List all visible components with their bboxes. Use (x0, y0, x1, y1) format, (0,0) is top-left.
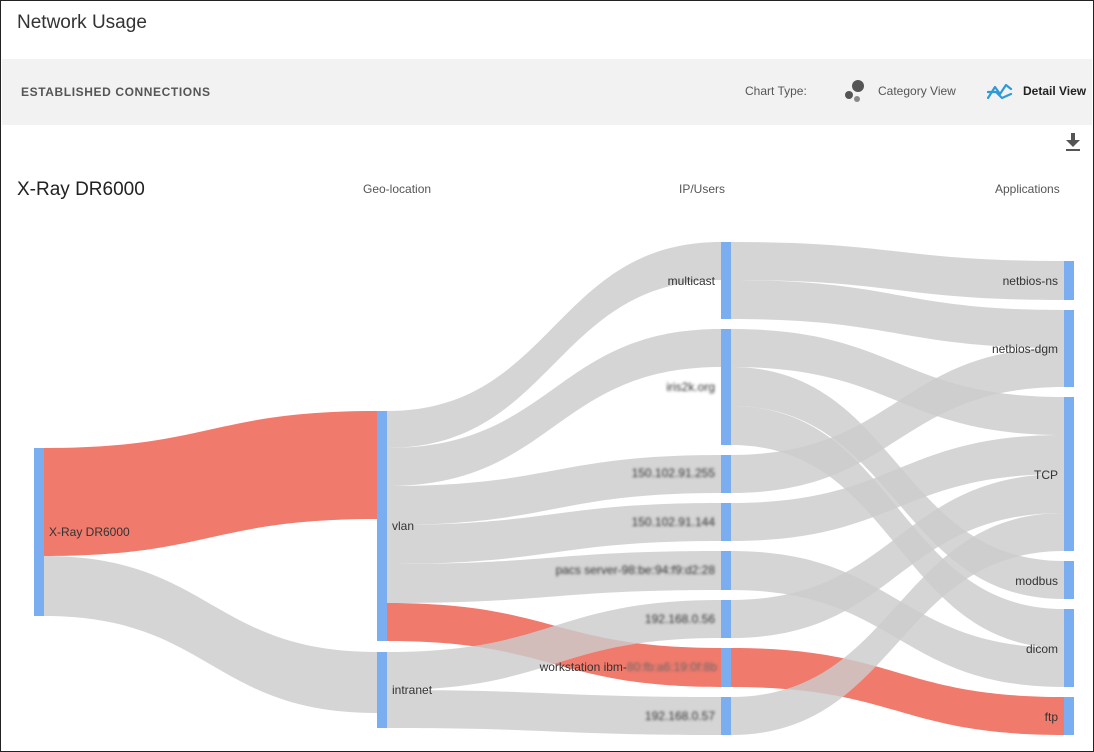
category-view-label: Category View (878, 84, 956, 98)
sankey-node-modbus[interactable] (1064, 561, 1074, 599)
sankey-label-modbus: modbus (1015, 574, 1058, 588)
sankey-link-vlan-to-ip-pacs[interactable] (387, 551, 721, 603)
bubbles-icon (845, 80, 864, 102)
sankey-nodes (34, 242, 1074, 735)
sankey-node-netbios-ns[interactable] (1064, 261, 1074, 300)
sankey-link-multicast-to-netbios-dgm[interactable] (731, 280, 1064, 348)
sankey-node-multicast[interactable] (721, 242, 731, 319)
sankey-node-ip-057[interactable] (721, 697, 731, 735)
chart-type-label: Chart Type: (745, 84, 807, 98)
sankey-node-vlan[interactable] (377, 411, 387, 641)
sankey-link-vlan-to-ip-144[interactable] (387, 503, 721, 564)
sankey-label-multicast: multicast (668, 274, 716, 288)
sankey-link-intranet-to-ip-056[interactable] (387, 600, 721, 690)
sankey-label-vlan: vlan (392, 519, 414, 533)
sankey-label-ip-isc: iris2k.org (666, 380, 715, 394)
sankey-label-ip-056: 192.168.0.56 (645, 612, 715, 626)
column-header-applications: Applications (995, 182, 1060, 196)
sankey-link-vlan-to-ip-isc[interactable] (387, 329, 721, 486)
sankey-link-ip-057-to-tcp[interactable] (731, 513, 1064, 735)
sankey-node-dicom[interactable] (1064, 609, 1074, 687)
sankey-label-tcp: TCP (1034, 468, 1058, 482)
sankey-link-ip-isc-to-tcp[interactable] (731, 329, 1064, 435)
sankey-label-ip-ws: workstation ibm-80:fb:a6:19:0f:8b (539, 660, 718, 674)
trend-lines-icon (987, 83, 1013, 100)
device-title: X-Ray DR6000 (17, 179, 145, 200)
sankey-link-ip-ws-to-ftp[interactable] (731, 648, 1064, 735)
chart-toolbar: ESTABLISHED CONNECTIONS Chart Type: Cate… (2, 59, 1092, 125)
sankey-node-intranet[interactable] (377, 652, 387, 728)
sankey-link-ip-isc-to-modbus[interactable] (731, 367, 1064, 599)
sankey-node-ip-255[interactable] (721, 455, 731, 493)
detail-view-label: Detail View (1023, 84, 1087, 98)
category-view-option[interactable]: Category View (842, 78, 956, 104)
sankey-node-ip-pacs[interactable] (721, 551, 731, 590)
sankey-label-ftp: ftp (1045, 710, 1059, 724)
sankey-node-ip-144[interactable] (721, 503, 731, 541)
sankey-label-netbios-ns: netbios-ns (1003, 274, 1058, 288)
sankey-link-ip-144-to-tcp[interactable] (731, 435, 1064, 541)
sankey-label-ip-255: 150.102.91.255 (632, 466, 716, 480)
sankey-link-ip-056-to-tcp[interactable] (731, 474, 1064, 638)
section-title: ESTABLISHED CONNECTIONS (21, 85, 211, 99)
sankey-links (44, 242, 1064, 735)
sankey-node-ip-isc[interactable] (721, 329, 731, 445)
sankey-link-multicast-to-netbios-ns[interactable] (731, 242, 1064, 300)
sankey-link-vlan-to-multicast[interactable] (387, 242, 721, 448)
sankey-node-ip-056[interactable] (721, 600, 731, 638)
sankey-link-ip-pacs-to-dicom[interactable] (731, 551, 1064, 687)
sankey-link-ip-isc-to-dicom[interactable] (731, 406, 1064, 648)
sankey-node-ip-ws[interactable] (721, 648, 731, 687)
column-header-geo-location: Geo-location (363, 182, 432, 196)
sankey-label-ip-pacs: pacs server-98:be:94:f9:d2:28 (556, 563, 716, 577)
sankey-link-vlan-to-ip-ws[interactable] (387, 603, 721, 687)
sankey-node-device[interactable] (34, 448, 44, 616)
sankey-node-netbios-dgm[interactable] (1064, 310, 1074, 387)
sankey-labels: X-Ray DR6000 vlan intranet multicast iris2k.… (49, 274, 1058, 724)
sankey-node-ftp[interactable] (1064, 697, 1074, 735)
sankey-link-intranet-to-ip-057[interactable] (387, 690, 721, 735)
sankey-link-device-to-intranet[interactable] (44, 556, 377, 713)
download-icon[interactable] (1063, 131, 1083, 153)
column-header-ip-users: IP/Users (679, 182, 726, 196)
sankey-label-ip-144: 150.102.91.144 (632, 515, 716, 529)
sankey-link-vlan-to-ip-255[interactable] (387, 455, 721, 525)
sankey-label-intranet: intranet (392, 683, 433, 697)
sankey-label-dicom: dicom (1026, 642, 1058, 656)
sankey-link-device-to-vlan[interactable] (44, 411, 377, 556)
sankey-link-ip-255-to-netbios-dgm[interactable] (731, 348, 1064, 493)
sankey-node-tcp[interactable] (1064, 397, 1074, 551)
sankey-label-device: X-Ray DR6000 (49, 525, 130, 539)
page-title: Network Usage (17, 12, 147, 33)
sankey-label-ip-057: 192.168.0.57 (645, 709, 715, 723)
sankey-label-netbios-dgm: netbios-dgm (992, 342, 1058, 356)
detail-view-option[interactable]: Detail View (987, 78, 1086, 104)
